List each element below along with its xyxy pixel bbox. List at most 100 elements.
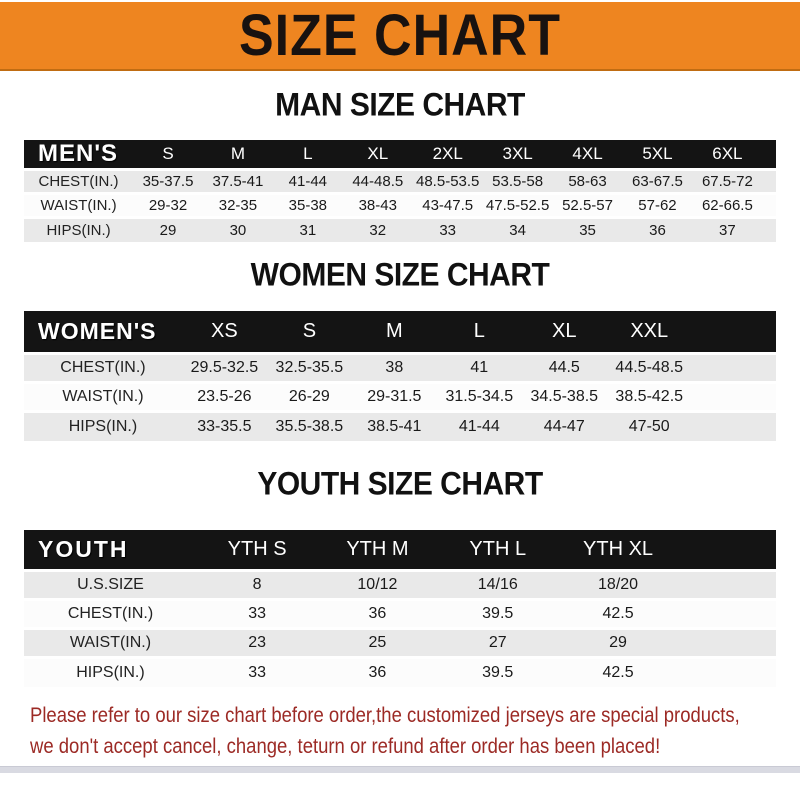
- cell-value: 58-63: [568, 173, 607, 190]
- size-column-header: M: [230, 144, 246, 163]
- cell-value: 29.5-32.5: [190, 359, 259, 376]
- filler-cell: [678, 600, 776, 629]
- table-group-label: WOMEN'S: [38, 317, 157, 344]
- cell-value: 14/16: [477, 576, 518, 593]
- size-column-header: YTH S: [227, 537, 287, 560]
- filler-cell: [692, 383, 776, 412]
- cell-value: 67.5-72: [701, 173, 753, 190]
- cell-value: 52.5-57: [562, 197, 613, 214]
- cell-value: 33: [248, 605, 266, 622]
- section-heading: MAN SIZE CHART: [275, 87, 525, 123]
- cell-value: 32.5-35.5: [275, 359, 344, 376]
- cell-value: 36: [649, 221, 666, 239]
- table-row: CHEST(IN.) 35-37.5 37.5-41 41-44 44-48.5 48.5…: [24, 169, 776, 194]
- size-column-header: YTH XL: [583, 537, 654, 560]
- size-column-header: YTH M: [346, 537, 409, 560]
- filler-cell: [692, 354, 776, 383]
- cell-value: 29: [609, 634, 627, 651]
- filler-cell: [678, 658, 776, 687]
- cell-value: 33-35.5: [197, 417, 252, 435]
- row-label: CHEST(IN.): [38, 173, 119, 190]
- table-row: WAIST(IN.) 29-32 32-35 35-38 38-43 43-47.5 47.…: [24, 193, 776, 218]
- table-row: WAIST(IN.) 23.5-26 26-29 29-31.5 31.5-34.5 34…: [24, 382, 776, 412]
- section-youth: YOUTH SIZE CHART YOUTH YTH S YTH M YTH L YTH …: [0, 441, 800, 687]
- filler-cell: [692, 412, 776, 441]
- table-row: CHEST(IN.) 29.5-32.5 32.5-35.5 38 41 44.5 44.5…: [24, 353, 776, 383]
- size-column-header: XXL: [630, 319, 669, 342]
- cell-value: 39.5: [482, 663, 514, 681]
- table-row: WAIST(IN.) 23 25 27 29: [24, 628, 776, 658]
- filler-cell: [762, 170, 776, 194]
- row-label: WAIST(IN.): [40, 197, 117, 214]
- table-row: U.S.SIZE 8 10/12 14/16 18/20: [24, 570, 776, 600]
- cell-value: 36: [368, 605, 387, 622]
- banner: SIZE CHART: [0, 2, 800, 71]
- cell-value: 35-38: [288, 197, 328, 214]
- cell-value: 57-62: [638, 197, 677, 214]
- table-row: HIPS(IN.) 33 36 39.5 42.5: [24, 657, 776, 687]
- row-label: CHEST(IN.): [67, 605, 154, 622]
- bottom-strip: [0, 765, 800, 773]
- row-label: HIPS(IN.): [46, 221, 111, 239]
- cell-value: 31: [299, 221, 317, 239]
- cell-value: 18/20: [598, 576, 639, 593]
- cell-value: 63-67.5: [632, 173, 683, 190]
- size-column-header: S: [302, 319, 317, 342]
- cell-value: 34.5-38.5: [530, 388, 599, 405]
- cell-value: 8: [252, 576, 262, 593]
- cell-value: 25: [368, 634, 387, 651]
- table-header-row: WOMEN'S XS S M L XL XXL: [24, 310, 776, 354]
- cell-value: 48.5-53.5: [416, 173, 480, 190]
- cell-value: 33: [248, 663, 266, 681]
- cell-value: 34: [509, 221, 526, 239]
- filler-cell: [692, 311, 776, 354]
- men-size-table: MEN'S S M L XL 2XL 3XL 4XL 5XL 6XL CHEST(IN.) 35-37…: [24, 140, 776, 242]
- cell-value: 27: [488, 634, 507, 651]
- table-row: CHEST(IN.) 33 36 39.5 42.5: [24, 599, 776, 629]
- size-column-header: L: [473, 319, 485, 342]
- cell-value: 36: [368, 663, 387, 681]
- filler-cell: [678, 629, 776, 658]
- cell-value: 30: [229, 221, 247, 239]
- cell-value: 32: [369, 221, 387, 239]
- table-row: HIPS(IN.) 33-35.5 35.5-38.5 38.5-41 41-44 44-…: [24, 411, 776, 441]
- size-column-header: XL: [552, 319, 577, 342]
- cell-value: 29-31.5: [367, 388, 422, 405]
- cell-value: 37.5-41: [212, 173, 264, 190]
- page-title: SIZE CHART: [239, 3, 561, 68]
- filler-cell: [678, 571, 776, 600]
- filler-cell: [762, 194, 776, 218]
- table-group-label: YOUTH: [38, 535, 129, 562]
- size-column-header: 5XL: [642, 144, 673, 163]
- cell-value: 33: [439, 221, 457, 239]
- cell-value: 23.5-26: [197, 388, 252, 405]
- size-column-header: M: [385, 319, 403, 342]
- size-column-header: 2XL: [432, 144, 463, 163]
- cell-value: 38-43: [358, 197, 397, 214]
- size-column-header: S: [162, 144, 174, 163]
- row-label: HIPS(IN.): [76, 663, 145, 681]
- size-column-header: L: [303, 144, 313, 163]
- cell-value: 43-47.5: [422, 197, 474, 214]
- cell-value: 35.5-38.5: [275, 417, 344, 435]
- cell-value: 44.5: [548, 359, 580, 376]
- cell-value: 37: [719, 221, 736, 239]
- section-women: WOMEN SIZE CHART WOMEN'S XS S M L XL XXL CHEST(I…: [0, 242, 800, 441]
- row-label: CHEST(IN.): [60, 359, 146, 376]
- cell-value: 42.5: [602, 663, 634, 681]
- women-size-table: WOMEN'S XS S M L XL XXL CHEST(IN.) 29.5-32.5 32.5…: [24, 310, 776, 441]
- section-heading-wrap: YOUTH SIZE CHART: [0, 441, 800, 530]
- cell-value: 35: [579, 221, 596, 239]
- youth-size-table: YOUTH YTH S YTH M YTH L YTH XL U.S.SIZE 8 10/12…: [24, 529, 776, 687]
- table-row: HIPS(IN.) 29 30 31 32 33 34 35 36 37: [24, 217, 776, 242]
- cell-value: 44-48.5: [352, 173, 404, 190]
- cell-value: 32-35: [218, 197, 258, 214]
- size-column-header: XS: [211, 319, 238, 342]
- size-column-header: 3XL: [502, 144, 533, 163]
- size-column-header: 4XL: [572, 144, 603, 163]
- cell-value: 10/12: [357, 576, 398, 593]
- cell-value: 47-50: [628, 417, 670, 435]
- cell-value: 35-37.5: [142, 173, 194, 190]
- notice-line-2: we don't accept cancel, change, teturn o…: [30, 734, 661, 758]
- cell-value: 44-47: [543, 417, 585, 435]
